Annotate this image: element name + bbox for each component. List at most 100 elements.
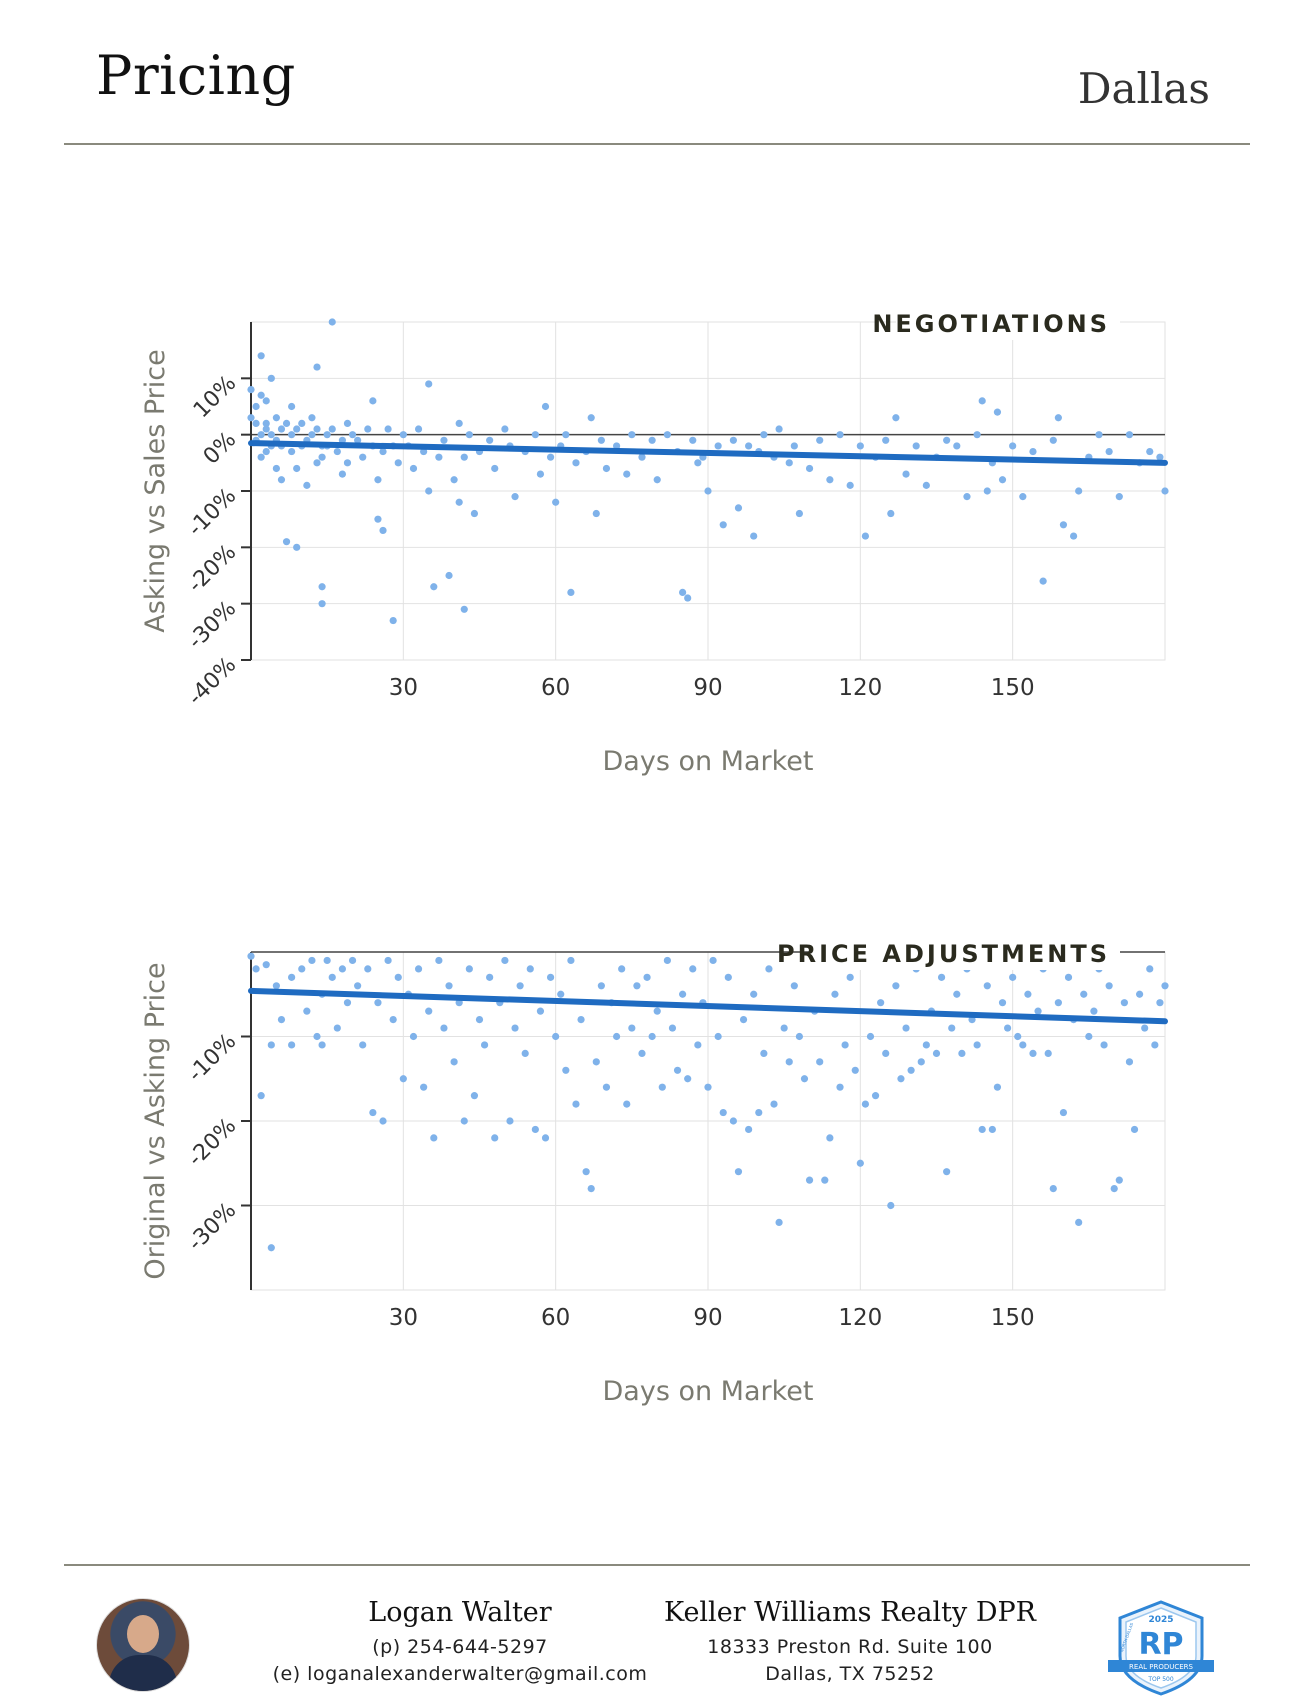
data-point — [399, 1075, 407, 1083]
data-point — [1156, 999, 1164, 1007]
data-point — [562, 431, 570, 439]
data-point — [689, 965, 697, 973]
data-point — [602, 1083, 611, 1091]
data-point — [313, 459, 321, 467]
data-point — [1014, 1032, 1022, 1041]
company-name: Keller Williams Realty DPR — [664, 1597, 1036, 1628]
y-tick-label: -40% — [183, 653, 241, 711]
data-point — [795, 1032, 804, 1041]
data-point — [745, 1125, 753, 1134]
data-point — [897, 1075, 905, 1083]
data-point — [1064, 973, 1073, 981]
data-point — [953, 990, 961, 998]
chart-title: NEGOTIATIONS — [872, 310, 1110, 338]
data-point — [359, 1041, 367, 1049]
data-point — [993, 408, 1002, 416]
data-point — [963, 493, 971, 501]
data-point — [445, 571, 453, 580]
data-point — [684, 1075, 692, 1083]
data-point — [364, 965, 372, 973]
data-point — [1024, 990, 1032, 998]
data-point — [1019, 1041, 1027, 1049]
data-point — [541, 402, 550, 411]
data-point — [597, 982, 605, 990]
data-point — [480, 1041, 489, 1049]
data-point — [1075, 487, 1083, 495]
data-point — [1029, 1049, 1037, 1057]
data-point — [440, 1024, 448, 1032]
data-point — [293, 425, 301, 433]
trend-line — [248, 440, 1168, 466]
data-point — [745, 442, 753, 450]
data-point — [704, 1083, 712, 1091]
data-point — [861, 1100, 870, 1108]
data-point — [257, 453, 265, 461]
data-point — [455, 999, 463, 1007]
data-point — [613, 442, 621, 450]
data-point — [1095, 431, 1103, 439]
company-address-line1: 18333 Preston Rd. Suite 100 — [707, 1636, 993, 1658]
data-point — [836, 1083, 844, 1091]
data-point — [425, 380, 433, 388]
data-point — [932, 1049, 941, 1057]
data-point — [623, 470, 631, 478]
data-point — [257, 431, 265, 439]
data-point — [1085, 1032, 1093, 1041]
data-point — [267, 374, 275, 382]
y-tick-label: -10% — [183, 484, 241, 542]
footer-divider — [64, 1564, 1250, 1566]
data-point — [343, 419, 352, 427]
data-point — [460, 605, 468, 613]
data-point — [902, 470, 910, 478]
data-point — [795, 509, 804, 518]
data-point — [501, 956, 509, 965]
data-point — [257, 1092, 265, 1100]
data-point — [409, 464, 418, 473]
data-point — [673, 1066, 682, 1074]
data-point — [394, 973, 402, 981]
data-point — [1130, 1125, 1139, 1134]
data-point — [917, 1058, 925, 1066]
city-label: Dallas — [1077, 64, 1210, 113]
data-point — [587, 1185, 595, 1193]
data-point — [328, 425, 336, 433]
data-point — [333, 447, 341, 456]
data-point — [257, 391, 265, 399]
data-point — [425, 487, 433, 495]
data-point — [282, 419, 291, 427]
data-point — [1029, 447, 1037, 456]
data-point — [288, 431, 296, 439]
data-point — [277, 1016, 286, 1024]
data-point — [267, 1041, 275, 1049]
data-point — [623, 1100, 631, 1108]
data-point — [922, 1041, 930, 1049]
data-point — [648, 436, 656, 444]
data-point — [531, 1125, 539, 1134]
data-point — [694, 459, 702, 467]
data-point — [262, 397, 270, 405]
data-point — [785, 459, 793, 467]
data-point — [714, 442, 722, 450]
data-point — [338, 470, 346, 478]
badge-logo-text: RP — [1138, 1627, 1183, 1662]
data-point — [460, 453, 468, 461]
data-point — [414, 965, 423, 973]
data-point — [262, 419, 270, 427]
x-tick-label: 90 — [693, 1305, 722, 1331]
trend-line — [248, 987, 1168, 1025]
data-point — [1125, 431, 1134, 439]
data-point — [1009, 973, 1017, 981]
data-point — [313, 1032, 321, 1041]
data-point — [958, 1049, 966, 1057]
data-point — [618, 965, 626, 973]
data-point — [1003, 1024, 1012, 1032]
agent-email[interactable]: (e) loganalexanderwalter@gmail.com — [272, 1663, 648, 1685]
data-point — [1059, 1108, 1068, 1117]
agent-phone[interactable]: (p) 254-644-5297 — [372, 1636, 548, 1658]
data-point — [790, 982, 798, 990]
data-point — [592, 509, 600, 518]
data-point — [272, 464, 280, 473]
badge-year: 2025 — [1148, 1615, 1173, 1625]
data-point — [750, 990, 758, 998]
data-point — [653, 476, 661, 484]
